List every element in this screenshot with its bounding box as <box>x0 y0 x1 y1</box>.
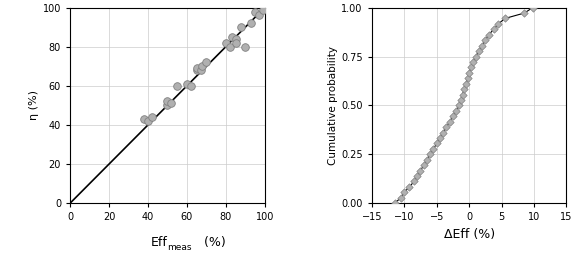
Point <box>445 120 454 124</box>
Point <box>399 190 409 194</box>
Point <box>474 49 484 53</box>
Point <box>192 66 201 70</box>
Point <box>163 103 172 107</box>
Point <box>397 196 406 200</box>
Point <box>140 117 149 121</box>
Point <box>172 84 182 88</box>
Point <box>405 185 414 189</box>
Point <box>231 41 240 45</box>
Point <box>225 45 234 49</box>
Point <box>186 84 196 88</box>
Point <box>251 9 260 13</box>
Point <box>231 37 240 41</box>
Point <box>463 76 472 80</box>
Point <box>451 109 461 113</box>
Point <box>493 22 503 26</box>
Point <box>471 55 480 59</box>
Point <box>254 13 263 18</box>
Point <box>201 60 211 65</box>
Point <box>481 38 490 42</box>
Point <box>241 45 250 49</box>
Point <box>166 101 176 105</box>
Text: Eff: Eff <box>151 236 168 249</box>
Point <box>467 65 476 69</box>
Point <box>409 179 419 183</box>
Point <box>429 147 438 151</box>
Point <box>237 25 246 29</box>
Point <box>528 6 537 10</box>
Point <box>416 169 425 173</box>
Point <box>198 64 207 68</box>
Point <box>484 33 493 37</box>
Point <box>192 68 201 72</box>
Point <box>468 60 478 64</box>
Y-axis label: η (%): η (%) <box>29 90 39 120</box>
Point <box>458 92 467 97</box>
Point <box>457 98 466 102</box>
Point <box>520 11 529 15</box>
Point <box>390 201 399 205</box>
Point <box>419 163 429 167</box>
Point <box>147 115 157 119</box>
Point <box>461 82 471 86</box>
Point <box>182 82 192 86</box>
Point <box>422 158 432 162</box>
Text: (%): (%) <box>200 236 225 249</box>
Y-axis label: Cumulative probability: Cumulative probability <box>328 46 338 165</box>
Point <box>143 119 152 123</box>
Point <box>432 141 442 146</box>
Point <box>439 131 448 135</box>
Point <box>163 100 172 104</box>
Text: meas: meas <box>168 243 192 251</box>
Point <box>442 125 451 129</box>
Point <box>449 114 458 118</box>
Point <box>435 136 444 140</box>
Point <box>478 44 487 48</box>
Point <box>459 87 468 91</box>
Point <box>426 152 435 156</box>
Point <box>221 41 231 45</box>
Point <box>500 17 509 21</box>
X-axis label: ΔEff (%): ΔEff (%) <box>444 228 495 241</box>
Point <box>258 8 267 12</box>
Point <box>464 71 474 75</box>
Point <box>455 103 464 107</box>
Point <box>489 27 499 31</box>
Point <box>246 21 256 25</box>
Point <box>412 174 422 178</box>
Point <box>227 35 237 39</box>
Point <box>196 68 205 72</box>
